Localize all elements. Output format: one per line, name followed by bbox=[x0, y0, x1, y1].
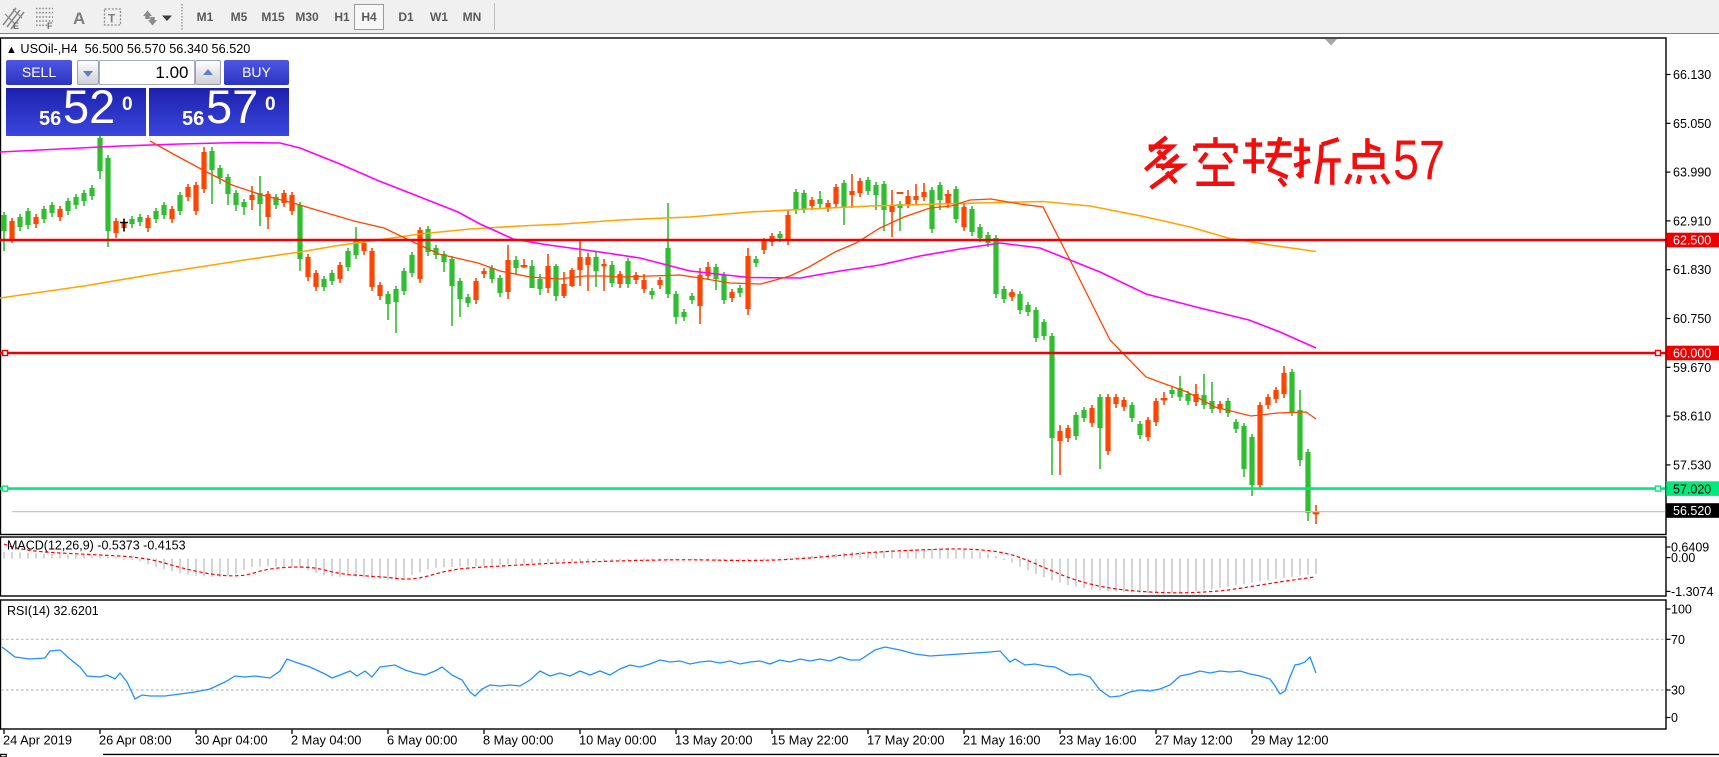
svg-text:-1.3074: -1.3074 bbox=[1671, 585, 1713, 599]
svg-text:27 May 12:00: 27 May 12:00 bbox=[1155, 733, 1233, 748]
svg-text:0: 0 bbox=[1671, 711, 1678, 725]
svg-text:62.500: 62.500 bbox=[1673, 234, 1711, 248]
svg-text:E: E bbox=[13, 21, 19, 31]
svg-text:F: F bbox=[47, 21, 53, 31]
svg-text:0.6409: 0.6409 bbox=[1671, 541, 1709, 555]
svg-text:60.750: 60.750 bbox=[1673, 312, 1711, 326]
svg-text:57.020: 57.020 bbox=[1673, 482, 1711, 496]
svg-text:30 Apr 04:00: 30 Apr 04:00 bbox=[195, 733, 268, 748]
svg-text:63.990: 63.990 bbox=[1673, 166, 1711, 180]
svg-text:15 May 22:00: 15 May 22:00 bbox=[771, 733, 849, 748]
svg-text:0.00: 0.00 bbox=[1671, 551, 1695, 565]
svg-text:6 May 00:00: 6 May 00:00 bbox=[387, 733, 457, 748]
svg-text:61.830: 61.830 bbox=[1673, 263, 1711, 277]
svg-text:60.000: 60.000 bbox=[1673, 347, 1711, 361]
svg-text:66.130: 66.130 bbox=[1673, 68, 1711, 82]
svg-text:70: 70 bbox=[1671, 633, 1685, 647]
svg-text:23 May 16:00: 23 May 16:00 bbox=[1059, 733, 1137, 748]
svg-text:13 May 20:00: 13 May 20:00 bbox=[675, 733, 753, 748]
svg-text:62.910: 62.910 bbox=[1673, 214, 1711, 228]
svg-text:RSI(14) 32.6201: RSI(14) 32.6201 bbox=[7, 604, 99, 618]
svg-text:MACD(12,26,9) -0.5373 -0.4153: MACD(12,26,9) -0.5373 -0.4153 bbox=[7, 539, 186, 553]
svg-text:58.610: 58.610 bbox=[1673, 410, 1711, 424]
svg-text:56.520: 56.520 bbox=[1673, 504, 1711, 518]
svg-text:57: 57 bbox=[1393, 128, 1445, 191]
svg-text:57.530: 57.530 bbox=[1673, 458, 1711, 472]
svg-text:A: A bbox=[73, 9, 85, 28]
svg-text:59.670: 59.670 bbox=[1673, 361, 1711, 375]
svg-text:29 May 12:00: 29 May 12:00 bbox=[1251, 733, 1329, 748]
svg-text:8 May 00:00: 8 May 00:00 bbox=[483, 733, 553, 748]
svg-text:65.050: 65.050 bbox=[1673, 117, 1711, 131]
svg-text:10 May 00:00: 10 May 00:00 bbox=[579, 733, 657, 748]
svg-text:21 May 16:00: 21 May 16:00 bbox=[963, 733, 1041, 748]
svg-text:30: 30 bbox=[1671, 684, 1685, 698]
svg-text:T: T bbox=[108, 12, 116, 26]
svg-text:17 May 20:00: 17 May 20:00 bbox=[867, 733, 945, 748]
svg-text:2 May 04:00: 2 May 04:00 bbox=[291, 733, 361, 748]
svg-text:100: 100 bbox=[1671, 603, 1692, 617]
svg-text:24 Apr 2019: 24 Apr 2019 bbox=[3, 733, 72, 748]
svg-text:26 Apr 08:00: 26 Apr 08:00 bbox=[99, 733, 172, 748]
